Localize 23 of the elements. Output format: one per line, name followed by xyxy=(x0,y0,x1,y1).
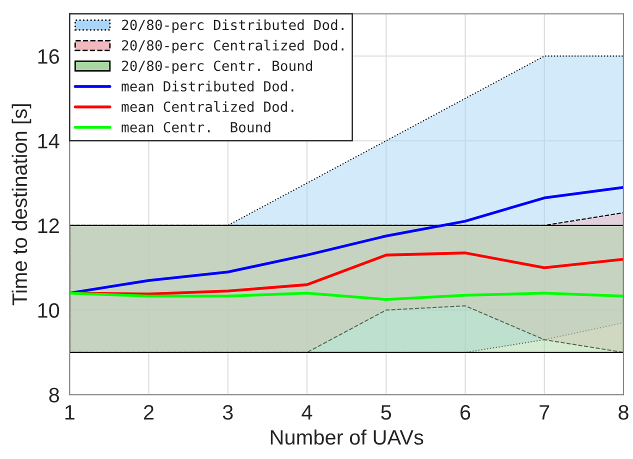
legend-label: mean Distributed Dod. xyxy=(122,80,294,92)
y-tick-label: 8 xyxy=(49,388,60,402)
y-tick-label: 12 xyxy=(38,218,59,233)
x-tick-label: 2 xyxy=(144,405,154,420)
x-tick-label: 8 xyxy=(618,405,628,420)
legend-label: mean Centr. Bound xyxy=(122,122,270,132)
x-tick-label: 7 xyxy=(540,405,550,420)
x-tick-label: 4 xyxy=(302,405,312,420)
legend-label: mean Centralized Dod. xyxy=(122,101,294,112)
x-tick-label: 3 xyxy=(222,405,233,420)
x-tick-label: 1 xyxy=(65,405,74,420)
line-series xyxy=(70,186,624,295)
line-series xyxy=(70,292,624,301)
x-axis-title: Number of UAVs xyxy=(270,429,424,445)
y-axis-title: Time to destination [s] xyxy=(12,104,32,306)
x-tick-label: 5 xyxy=(381,405,392,420)
y-tick-label: 10 xyxy=(38,303,60,318)
x-tick-label: 6 xyxy=(460,405,470,420)
y-tick-label: 16 xyxy=(38,49,59,64)
legend-label: 20/80-perc Distributed Dod. xyxy=(122,19,344,33)
legend-label: 20/80-perc Centralized Dod. xyxy=(122,40,344,54)
legend-label: 20/80-perc Centr. Bound xyxy=(122,60,312,74)
y-tick-label: 14 xyxy=(38,134,60,148)
